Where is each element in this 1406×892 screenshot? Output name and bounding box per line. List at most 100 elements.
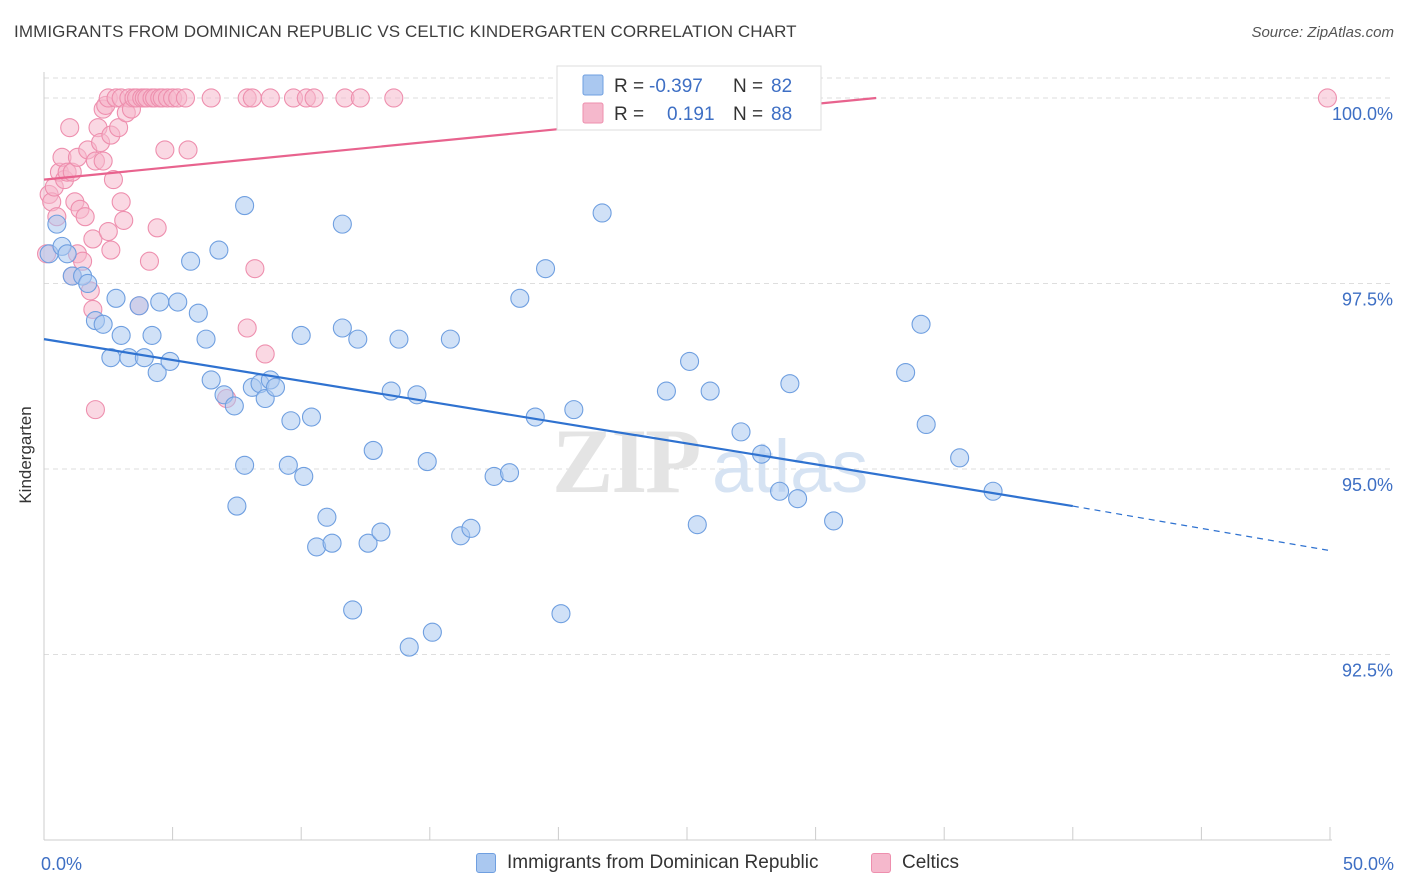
dominican-point	[510, 288, 530, 308]
celtics-point	[1317, 88, 1337, 108]
dominican-point	[551, 604, 571, 624]
dominican-point	[278, 455, 298, 475]
dominican-point	[209, 240, 229, 260]
celtics-point	[147, 218, 167, 238]
celtics-point	[93, 151, 113, 171]
celtics-point	[175, 88, 196, 108]
legend-n-value-2: 88	[771, 104, 792, 125]
chart-title: IMMIGRANTS FROM DOMINICAN REPUBLIC VS CE…	[14, 22, 797, 41]
dominican-point	[201, 370, 221, 390]
celtics-point	[260, 88, 280, 108]
dominican-point	[181, 251, 201, 271]
legend-r-label-1: R =	[614, 76, 644, 97]
dominican-point	[78, 273, 98, 294]
x-tick-label: 0.0%	[41, 854, 82, 874]
celtics-point	[304, 88, 324, 108]
dominican-point	[168, 292, 188, 312]
dominican-point	[57, 244, 77, 264]
dominican-point	[106, 288, 126, 308]
dominican-point	[150, 292, 170, 312]
dominican-point	[535, 259, 556, 279]
source-label: Source: ZipAtlas.com	[1251, 24, 1394, 41]
dominican-point	[687, 515, 707, 535]
legend-n-label-1: N =	[733, 76, 763, 97]
dominican-trend-extension	[1072, 505, 1331, 552]
dominican-point	[700, 381, 720, 401]
x-tick-label: 50.0%	[1343, 854, 1394, 874]
legend-item-dominican: Immigrants from Dominican Republic	[476, 852, 819, 874]
tick-labels: 100.0% 97.5% 95.0% 92.5% 0.0% 50.0%	[41, 104, 1394, 874]
celtics-point	[201, 88, 221, 108]
dominican-point	[461, 518, 481, 538]
dominican-point	[47, 214, 67, 234]
dominican-point	[322, 533, 342, 553]
celtics-point	[255, 344, 275, 364]
dominican-point	[227, 496, 247, 516]
celtics-point	[109, 118, 129, 138]
dominican-point	[301, 407, 322, 427]
legend-swatch-blue	[582, 74, 604, 96]
dominican-points	[39, 196, 1003, 657]
legend-swatch-dominican	[476, 853, 496, 873]
dominican-point	[363, 440, 383, 460]
dominican-point	[371, 522, 391, 542]
dominican-point	[317, 507, 337, 527]
legend-r-value-2: 0.191	[667, 104, 715, 125]
dominican-point	[111, 325, 131, 345]
celtics-point	[245, 259, 265, 279]
celtics-point	[242, 88, 262, 108]
watermark-zip: ZIP	[552, 410, 699, 512]
dominican-point	[896, 362, 916, 383]
dominican-point	[916, 414, 936, 435]
legend-n-label-2: N =	[733, 104, 763, 125]
celtics-point	[98, 221, 118, 242]
y-tick-label: 100.0%	[1332, 104, 1393, 124]
dominican-point	[196, 329, 216, 349]
celtics-point	[85, 400, 105, 420]
dominican-point	[224, 396, 244, 416]
dominican-point	[134, 348, 154, 368]
dominican-point	[656, 381, 676, 401]
dominican-point	[188, 303, 208, 323]
legend-item-celtics: Celtics	[871, 852, 959, 874]
dominican-point	[358, 533, 378, 553]
celtics-point	[114, 210, 134, 230]
dominican-point	[147, 362, 167, 383]
legend-swatch-pink	[582, 102, 604, 124]
y-tick-label: 92.5%	[1342, 660, 1393, 680]
dominican-trend-line	[43, 338, 1073, 508]
legend-label-dominican: Immigrants from Dominican Republic	[507, 852, 819, 873]
legend-r-label-2: R =	[614, 104, 644, 125]
celtics-points	[37, 88, 1337, 420]
dominican-point	[265, 377, 286, 397]
legend-n-value-1: 82	[771, 76, 792, 97]
dominican-point	[93, 314, 113, 334]
celtics-point	[384, 88, 404, 108]
dominican-point	[142, 325, 162, 345]
dominican-point	[348, 329, 368, 349]
dominican-point	[399, 637, 419, 657]
y-tick-label: 95.0%	[1342, 475, 1393, 495]
dominican-point	[592, 203, 612, 223]
dominican-point	[417, 452, 437, 472]
dominican-point	[389, 329, 409, 349]
dominican-point	[343, 600, 363, 620]
y-tick-label: 97.5%	[1342, 289, 1393, 309]
celtics-point	[83, 229, 103, 249]
grid-lines	[44, 77, 1394, 655]
y-axis-label: Kindergarten	[16, 406, 35, 504]
dominican-point	[332, 318, 352, 338]
dominican-point	[129, 296, 149, 316]
dominican-point	[824, 511, 844, 531]
dominican-point	[422, 622, 442, 642]
celtics-point	[111, 192, 131, 212]
dominican-point	[440, 329, 460, 349]
dominican-point	[780, 374, 800, 394]
dominican-point	[235, 455, 255, 475]
celtics-point	[139, 251, 160, 271]
celtics-point	[178, 140, 198, 160]
celtics-point	[103, 170, 123, 190]
celtics-point	[237, 318, 257, 338]
bottom-legend: Immigrants from Dominican Republic Celti…	[0, 852, 1406, 878]
